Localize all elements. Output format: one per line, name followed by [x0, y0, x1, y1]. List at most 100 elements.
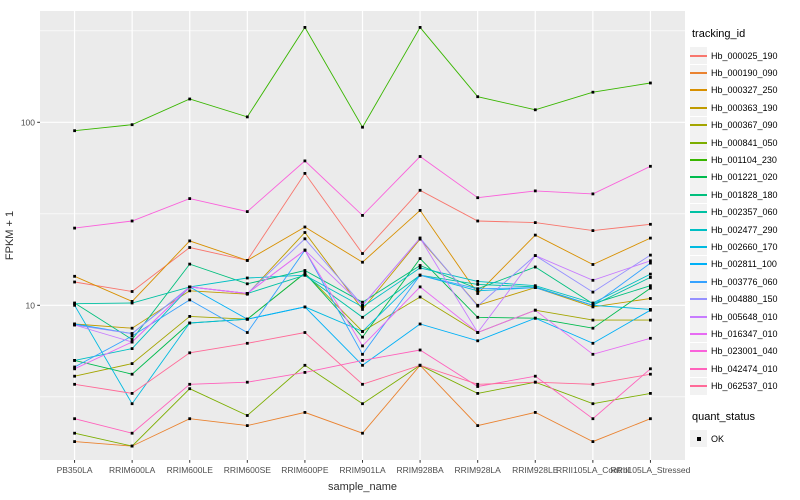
data-point — [649, 284, 652, 288]
legend-item-label: Hb_002811_100 — [711, 259, 777, 270]
data-point — [533, 308, 537, 312]
data-point — [591, 318, 595, 322]
data-point — [361, 382, 364, 386]
data-point — [130, 347, 134, 350]
data-point — [73, 359, 76, 362]
data-point — [188, 246, 192, 249]
data-point — [130, 431, 134, 435]
legend-title-tracking-id: tracking_id — [692, 28, 746, 40]
x-tick-label: RRIM928LA — [455, 465, 502, 475]
legend-item-label: Hb_016347_010 — [711, 328, 778, 339]
legend-key — [690, 342, 707, 360]
legend-key — [690, 308, 707, 326]
data-point — [245, 424, 249, 427]
legend-key — [690, 168, 707, 186]
data-point — [361, 344, 364, 348]
legend-item: Hb_016347_010 — [690, 325, 800, 343]
data-point — [188, 387, 192, 391]
data-point — [476, 219, 480, 223]
data-point — [245, 115, 249, 119]
data-point — [591, 192, 595, 196]
x-tick-label: RRII105LA_Stressed — [611, 465, 690, 475]
data-point — [130, 402, 134, 406]
legend-item-label: Hb_000025_190 — [711, 50, 778, 61]
data-point — [130, 332, 134, 335]
legend-item-label: Hb_002477_290 — [711, 224, 778, 235]
data-point — [591, 303, 595, 307]
data-point — [533, 286, 537, 289]
plot-area: PB350LA RRIM600LA RRIM600LE RRIM600SE RRIM60… — [4, 11, 690, 493]
legend-key — [690, 221, 707, 239]
legend-item: Hb_002477_290 — [690, 221, 800, 239]
legend-item: Hb_001104_230 — [690, 151, 800, 169]
legend-item-label: Hb_005648_010 — [711, 311, 778, 322]
data-point — [303, 159, 307, 163]
data-point — [591, 301, 595, 305]
data-point — [418, 285, 422, 289]
data-point — [303, 237, 307, 241]
x-axis-title: sample_name — [328, 481, 397, 493]
data-point — [591, 278, 595, 282]
data-point — [418, 236, 422, 240]
data-point — [130, 362, 134, 365]
x-tick-label: RRIM928LE — [512, 465, 559, 475]
data-point — [533, 380, 537, 384]
data-point — [245, 259, 249, 262]
x-tick-label: RRII105LA_Control — [556, 465, 630, 475]
legend-item-label: Hb_000841_050 — [711, 137, 778, 148]
x-tick-label: RRIM600SE — [224, 465, 272, 475]
data-point — [130, 372, 134, 376]
data-point — [361, 330, 364, 333]
data-point — [591, 305, 595, 309]
data-point — [303, 363, 307, 367]
data-point — [130, 300, 134, 303]
data-point — [649, 261, 652, 265]
legend-line-swatch — [690, 54, 707, 57]
data-point — [476, 315, 480, 319]
data-point — [591, 326, 595, 330]
data-point — [649, 336, 652, 340]
data-point — [303, 172, 307, 175]
legend-item-label: Hb_003776_060 — [711, 276, 778, 287]
legend-key — [690, 325, 707, 343]
data-point — [591, 417, 595, 421]
y-axis-title: FPKM + 1 — [4, 211, 16, 260]
data-point — [533, 189, 537, 193]
data-point — [73, 226, 76, 230]
data-point — [591, 229, 595, 232]
data-point — [649, 417, 652, 421]
data-point — [130, 326, 134, 330]
legend-item: Hb_000190_090 — [690, 64, 800, 82]
data-point — [591, 402, 595, 406]
data-point — [476, 287, 480, 291]
legend-key — [690, 360, 707, 378]
data-point — [418, 295, 422, 299]
data-point — [418, 264, 422, 267]
data-point — [476, 283, 480, 286]
data-point — [188, 239, 192, 243]
data-point — [361, 359, 364, 362]
data-point — [303, 411, 307, 414]
data-point — [649, 259, 652, 263]
data-point — [591, 352, 595, 356]
data-point — [245, 414, 249, 417]
data-point — [533, 108, 537, 112]
data-point — [361, 305, 364, 309]
data-point — [361, 335, 364, 339]
legend-key — [690, 430, 707, 447]
data-point — [418, 363, 422, 367]
data-point — [303, 371, 307, 374]
legend-item: Hb_002811_100 — [690, 255, 800, 273]
data-point — [130, 338, 134, 341]
legend-line-swatch — [690, 315, 707, 318]
legend-item-label: Hb_000190_090 — [711, 68, 778, 79]
x-tick-label: RRIM600PE — [281, 465, 329, 475]
data-point — [130, 301, 134, 305]
legend-item: Hb_000025_190 — [690, 47, 800, 65]
data-point — [591, 290, 595, 294]
data-point — [188, 298, 192, 302]
legend-key — [690, 238, 707, 256]
data-point — [303, 225, 307, 229]
data-point — [73, 280, 76, 284]
data-point — [73, 129, 76, 133]
